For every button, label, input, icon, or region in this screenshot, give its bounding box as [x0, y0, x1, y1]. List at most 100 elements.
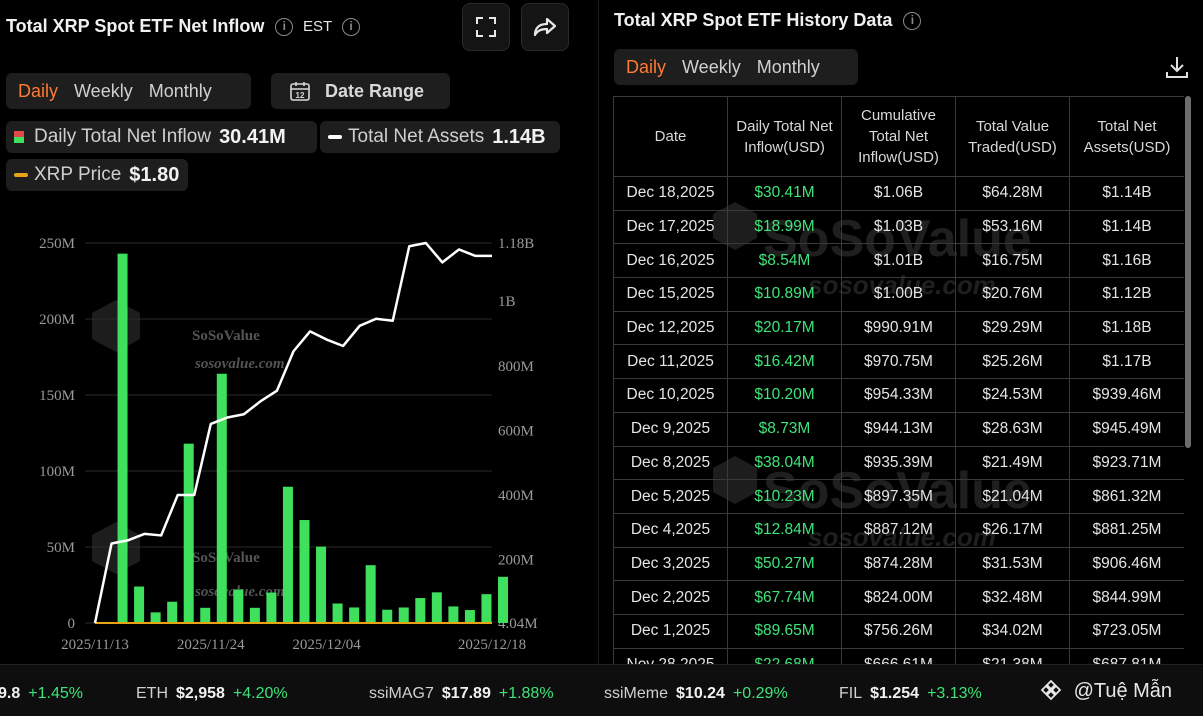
table-row[interactable]: Dec 17,2025 $18.99M $1.03B $53.16M $1.14B	[613, 209, 1184, 245]
inflow-bar	[464, 610, 475, 623]
x-tick-label: 2025/11/24	[177, 637, 245, 653]
cell-cumulative-inflow: $897.35M	[841, 479, 956, 514]
legend-inflow-value: 30.41M	[219, 125, 286, 148]
history-tab-monthly[interactable]: Monthly	[756, 56, 820, 77]
ticker-change: +1.45%	[28, 685, 83, 702]
table-row[interactable]: Dec 12,2025 $20.17M $990.91M $29.29M $1.18B	[613, 310, 1184, 346]
timezone-selector[interactable]: EST i	[303, 18, 361, 37]
table-row[interactable]: Dec 9,2025 $8.73M $944.13M $28.63M $945.49M	[613, 411, 1184, 447]
cell-daily-inflow: $10.23M	[727, 479, 842, 514]
y-right-tick-label: 1.18B	[498, 236, 534, 252]
timezone-info-icon[interactable]: i	[342, 18, 361, 37]
cell-net-assets: $1.14B	[1069, 209, 1184, 245]
table-row[interactable]: Dec 15,2025 $10.89M $1.00B $20.76M $1.12B	[613, 277, 1184, 312]
legend-price[interactable]: XRP Price $1.80	[6, 159, 188, 191]
cell-cumulative-inflow: $874.28M	[841, 546, 956, 582]
ticker-item[interactable]: ssiMeme $10.24 +0.29%	[604, 685, 788, 703]
author-handle: @Tuệ Mẫn	[1040, 679, 1172, 703]
col-header-value-traded[interactable]: Total Value Traded(USD)	[955, 96, 1070, 177]
cell-daily-inflow: $22.68M	[727, 647, 842, 664]
cell-cumulative-inflow: $1.03B	[841, 209, 956, 245]
net-inflow-panel: Total XRP Spot ETF Net Inflow i EST i Da…	[0, 0, 597, 664]
col-header-cumulative-inflow[interactable]: Cumulative Total Net Inflow(USD)	[841, 96, 956, 177]
legend-assets-value: 1.14B	[492, 125, 546, 148]
cell-daily-inflow: $18.99M	[727, 209, 842, 245]
history-title: Total XRP Spot ETF History Data i	[614, 10, 922, 31]
cell-daily-inflow: $16.42M	[727, 344, 842, 380]
history-period-tabs: Daily Weekly Monthly	[614, 49, 858, 85]
share-button[interactable]	[521, 3, 569, 51]
svg-text:12: 12	[296, 91, 305, 100]
table-row[interactable]: Dec 4,2025 $12.84M $887.12M $26.17M $881.25M	[613, 512, 1184, 548]
ticker-item[interactable]: ssiMAG7 $17.89 +1.88%	[369, 685, 554, 703]
cell-value-traded: $26.17M	[955, 512, 1070, 548]
ticker-name: ssiMeme	[604, 685, 669, 702]
cell-cumulative-inflow: $1.00B	[841, 277, 956, 312]
ticker-price: $10.24	[676, 685, 725, 702]
ticker-item[interactable]: ETH $2,958 +4.20%	[136, 685, 288, 703]
net-assets-line	[93, 241, 492, 624]
col-header-date[interactable]: Date	[613, 96, 728, 177]
table-row[interactable]: Dec 18,2025 $30.41M $1.06B $64.28M $1.14B	[613, 176, 1184, 211]
cell-date: Dec 10,2025	[613, 378, 728, 413]
table-row[interactable]: Dec 3,2025 $50.27M $874.28M $31.53M $906.46M	[613, 546, 1184, 582]
tab-daily[interactable]: Daily	[18, 80, 59, 101]
info-icon[interactable]: i	[275, 18, 294, 37]
share-icon	[533, 17, 557, 37]
table-row[interactable]: Dec 10,2025 $10.20M $954.33M $24.53M $939.46…	[613, 378, 1184, 413]
col-header-net-assets[interactable]: Total Net Assets(USD)	[1069, 96, 1184, 177]
y-left-tick-label: 150M	[39, 388, 75, 404]
cell-value-traded: $64.28M	[955, 176, 1070, 211]
inflow-bar	[167, 601, 178, 623]
inflow-bar	[233, 589, 244, 623]
cell-cumulative-inflow: $1.01B	[841, 243, 956, 279]
cell-cumulative-inflow: $887.12M	[841, 512, 956, 548]
legend-inflow[interactable]: Daily Total Net Inflow 30.41M	[6, 121, 317, 153]
inflow-bar	[498, 576, 508, 623]
fullscreen-button[interactable]	[462, 3, 510, 51]
x-tick-label: 2025/11/13	[61, 637, 129, 653]
tab-monthly[interactable]: Monthly	[148, 80, 212, 101]
cell-daily-inflow: $30.41M	[727, 176, 842, 211]
legend-assets[interactable]: Total Net Assets 1.14B	[320, 121, 560, 153]
cell-net-assets: $1.14B	[1069, 176, 1184, 211]
ticker-item[interactable]: FIL $1.254 +3.13%	[839, 685, 982, 703]
fullscreen-icon	[476, 17, 496, 37]
history-info-icon[interactable]: i	[903, 12, 922, 31]
inflow-bar	[282, 486, 293, 623]
cell-daily-inflow: $12.84M	[727, 512, 842, 548]
net-inflow-chart[interactable]: SoSoValuesosovalue.comSoSoValuesosovalue…	[0, 218, 597, 664]
table-row[interactable]: Dec 2,2025 $67.74M $824.00M $32.48M $844.99M	[613, 580, 1184, 615]
assets-line-swatch-icon	[328, 135, 342, 139]
table-row[interactable]: Nov 28,2025$22.68M$666.61M$21.38M$687.81…	[613, 647, 1184, 664]
cell-daily-inflow: $20.17M	[727, 310, 842, 346]
ticker-item[interactable]: 9.8 +1.45%	[0, 685, 83, 703]
legend-price-value: $1.80	[129, 163, 180, 186]
table-row[interactable]: Dec 1,2025 $89.65M $756.26M $34.02M $723.05M	[613, 613, 1184, 649]
calendar-icon: 12	[290, 82, 310, 101]
timezone-label: EST	[303, 18, 332, 35]
history-tab-daily[interactable]: Daily	[626, 56, 667, 77]
table-row[interactable]: Dec 16,2025 $8.54M $1.01B $16.75M $1.16B	[613, 243, 1184, 279]
cell-cumulative-inflow: $944.13M	[841, 411, 956, 447]
cell-daily-inflow: $8.54M	[727, 243, 842, 279]
history-table-container[interactable]: SoSoValue sosovalue.com SoSoValue sosova…	[613, 96, 1184, 664]
inflow-bar	[365, 565, 376, 623]
legend-price-label: XRP Price	[34, 164, 122, 185]
inflow-bar	[382, 609, 393, 623]
tab-weekly[interactable]: Weekly	[74, 80, 133, 101]
date-range-button[interactable]: 12 Date Range	[271, 73, 450, 109]
col-header-daily-inflow[interactable]: Daily Total Net Inflow(USD)	[727, 96, 842, 177]
table-row[interactable]: Dec 11,2025 $16.42M $970.75M $25.26M $1.17B	[613, 344, 1184, 380]
table-scrollbar[interactable]	[1185, 96, 1191, 448]
table-row[interactable]: Dec 8,2025 $38.04M $935.39M $21.49M $923.71M	[613, 445, 1184, 481]
cell-date: Dec 4,2025	[613, 512, 728, 548]
x-tick-label: 2025/12/04	[292, 637, 361, 653]
table-row[interactable]: Dec 5,2025 $10.23M $897.35M $21.04M $861.32M	[613, 479, 1184, 514]
inflow-swatch-icon	[14, 131, 24, 143]
cell-date: Dec 3,2025	[613, 546, 728, 582]
ticker-price: $1.254	[870, 685, 920, 702]
download-icon[interactable]	[1164, 54, 1190, 80]
history-tab-weekly[interactable]: Weekly	[682, 56, 741, 77]
inflow-bar	[332, 603, 343, 623]
